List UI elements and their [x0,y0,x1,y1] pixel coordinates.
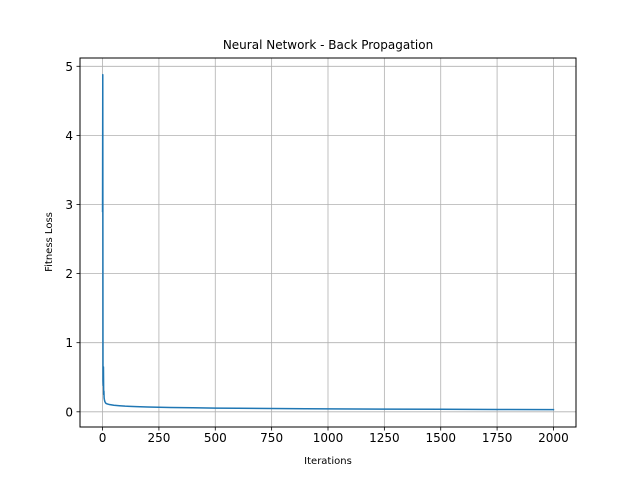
series-layer [101,73,555,411]
y-tick-label: 0 [65,405,73,419]
x-tick-label: 2000 [538,431,569,445]
grid-lines [80,58,576,427]
x-tick-label: 250 [147,431,170,445]
y-tick-label: 1 [65,336,73,350]
x-tick-label: 500 [204,431,227,445]
x-axis-label: Iterations [304,456,352,467]
x-tick-label: 1500 [425,431,456,445]
x-tick-label: 1000 [313,431,344,445]
chart-title: Neural Network - Back Propagation [223,38,433,52]
x-tick-label: 0 [99,431,107,445]
y-axis-label: Fitness Loss [44,212,55,272]
loss-series-line [101,73,555,411]
x-tick-label: 1750 [482,431,513,445]
y-axis-ticks: 0 1 2 3 4 5 [65,60,80,419]
y-tick-label: 4 [65,129,73,143]
y-tick-label: 2 [65,267,73,281]
y-tick-label: 5 [65,60,73,74]
x-axis-ticks: 0 250 500 750 1000 1250 1500 1750 2000 [99,427,569,445]
y-tick-label: 3 [65,198,73,212]
x-tick-label: 750 [260,431,283,445]
x-tick-label: 1250 [369,431,400,445]
